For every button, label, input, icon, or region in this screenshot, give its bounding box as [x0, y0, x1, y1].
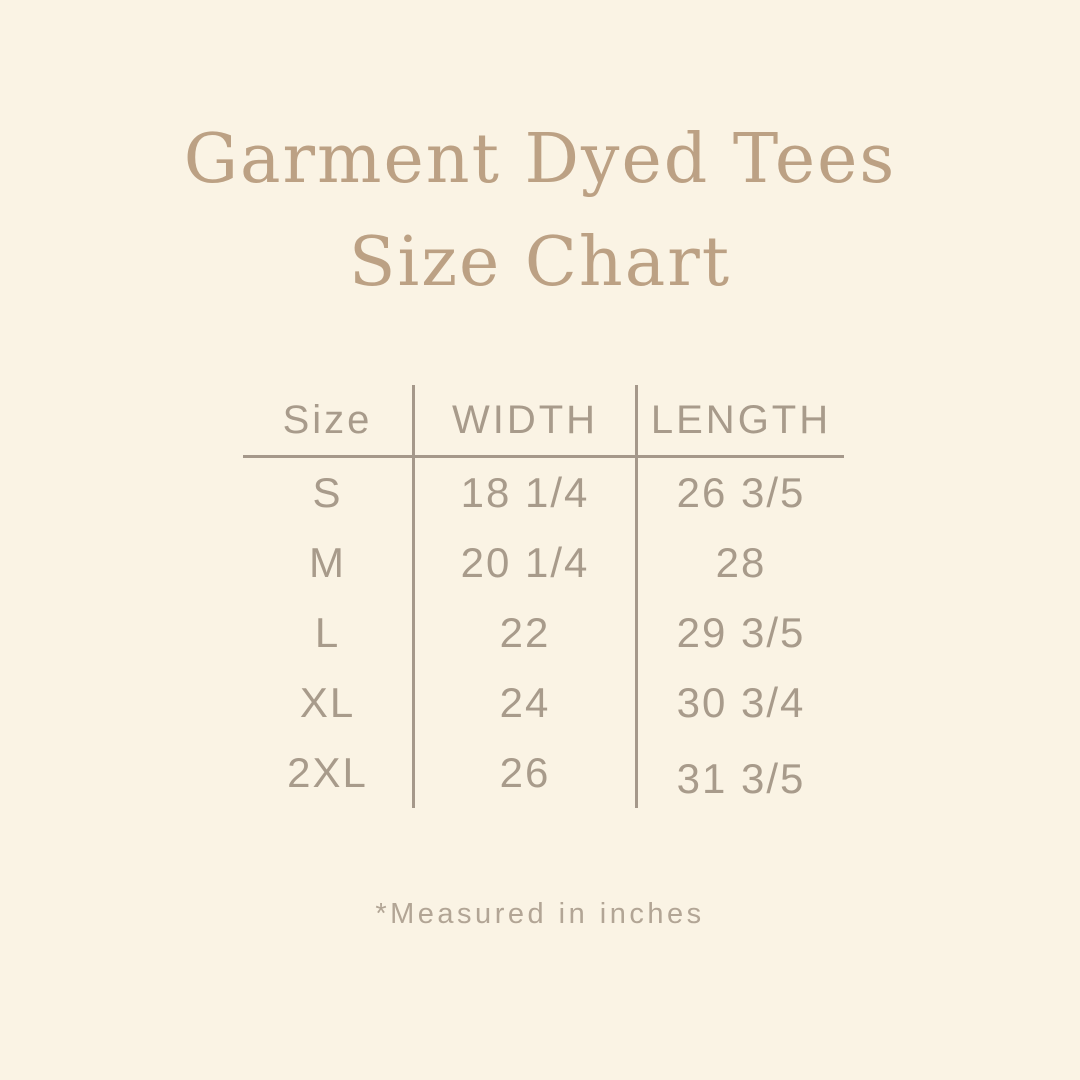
column-header-size: Size — [243, 385, 415, 455]
table-row: L 22 29 3/5 — [243, 598, 844, 668]
page-title-line1: Garment Dyed Tees — [183, 120, 897, 199]
page-title: Garment Dyed Tees Size Chart — [0, 108, 1080, 314]
cell-width: 26 — [415, 738, 638, 808]
page-title-line2: Size Chart — [348, 223, 732, 302]
cell-size: XL — [243, 668, 415, 738]
table-header-row: Size WIDTH LENGTH — [243, 385, 844, 458]
size-table: Size WIDTH LENGTH S 18 1/4 26 3/5 M 20 1… — [243, 385, 844, 808]
cell-size: 2XL — [243, 738, 415, 808]
measurement-footnote: *Measured in inches — [375, 898, 705, 930]
cell-size: S — [243, 458, 415, 528]
cell-width: 20 1/4 — [415, 528, 638, 598]
table-row: S 18 1/4 26 3/5 — [243, 458, 844, 528]
cell-length: 26 3/5 — [676, 469, 806, 516]
table-row: XL 24 30 3/4 — [243, 668, 844, 738]
cell-length: 29 3/5 — [676, 609, 806, 656]
cell-length: 30 3/4 — [676, 679, 806, 726]
cell-length: 28 — [715, 539, 767, 586]
column-header-length: LENGTH — [650, 397, 832, 442]
cell-width: 24 — [415, 668, 638, 738]
cell-width: 18 1/4 — [415, 458, 638, 528]
table-row: 2XL 26 31 3/5 — [243, 738, 844, 808]
column-header-width: WIDTH — [415, 385, 638, 455]
table-row: M 20 1/4 28 — [243, 528, 844, 598]
cell-size: L — [243, 598, 415, 668]
cell-size: M — [243, 528, 415, 598]
cell-width: 22 — [415, 598, 638, 668]
cell-length: 31 3/5 — [676, 755, 806, 802]
